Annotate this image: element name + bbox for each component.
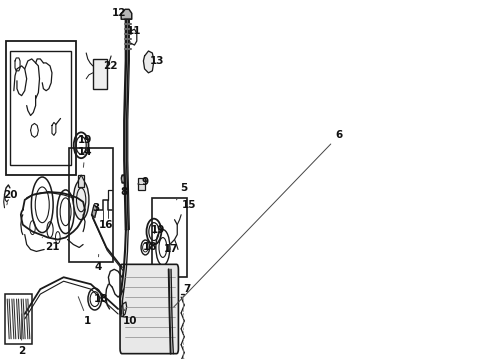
Text: 16: 16 (99, 214, 114, 230)
Text: 21: 21 (42, 238, 59, 252)
Text: 14: 14 (78, 147, 92, 167)
Polygon shape (120, 302, 127, 317)
Text: 18: 18 (94, 294, 108, 304)
Bar (6, 41, 76, 175)
Text: 5: 5 (176, 183, 187, 200)
FancyBboxPatch shape (120, 264, 178, 354)
Text: 13: 13 (150, 56, 164, 66)
Polygon shape (144, 51, 154, 73)
Circle shape (122, 175, 125, 183)
Text: 2: 2 (18, 314, 25, 356)
Text: 19: 19 (150, 225, 165, 235)
Text: 8: 8 (121, 180, 128, 197)
Text: 7: 7 (183, 284, 191, 297)
Text: 11: 11 (126, 26, 141, 43)
Text: 6: 6 (174, 130, 343, 307)
Polygon shape (121, 9, 132, 19)
Text: 10: 10 (122, 309, 137, 326)
Bar (152, 198, 187, 277)
Bar (93, 59, 107, 89)
Text: 1: 1 (78, 297, 92, 326)
Bar (69, 148, 114, 262)
Polygon shape (92, 205, 97, 218)
Bar (10, 51, 72, 165)
Text: 22: 22 (103, 61, 118, 71)
Text: 18: 18 (143, 243, 157, 252)
Bar (4, 294, 32, 344)
Text: 9: 9 (138, 177, 149, 187)
Text: 4: 4 (94, 255, 101, 272)
Bar (78, 175, 84, 187)
Text: 3: 3 (92, 203, 99, 218)
Bar (138, 178, 145, 190)
Text: 20: 20 (3, 190, 17, 205)
Text: 17: 17 (163, 244, 178, 255)
Circle shape (74, 180, 89, 220)
Text: 15: 15 (182, 200, 196, 218)
Text: 12: 12 (112, 8, 126, 18)
Text: 19: 19 (78, 135, 92, 148)
